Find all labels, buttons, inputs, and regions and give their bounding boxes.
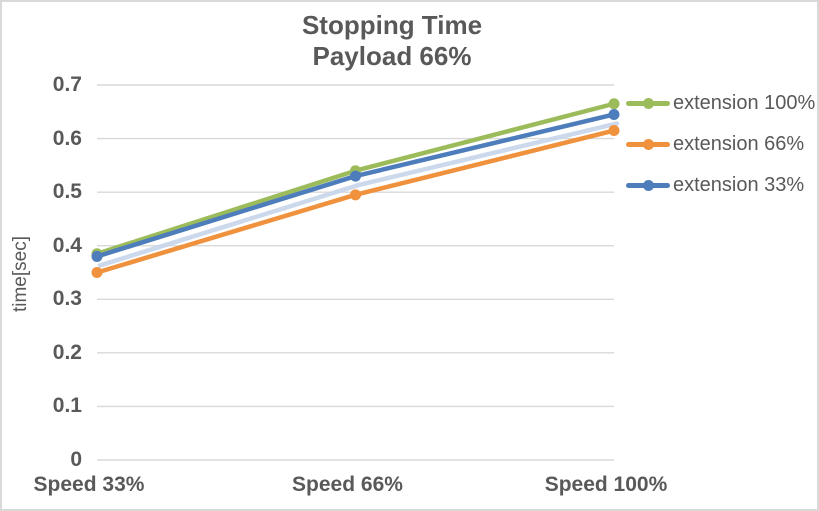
series-shadow bbox=[97, 121, 620, 268]
data-point-marker bbox=[350, 170, 361, 182]
y-tick-label: 0.5 bbox=[52, 180, 82, 204]
data-point-marker bbox=[91, 250, 103, 262]
legend-item-extension-33: extension 33% bbox=[626, 171, 804, 199]
plot-svg bbox=[91, 84, 620, 461]
legend-label: extension 33% bbox=[673, 173, 805, 196]
y-tick-label: 0 bbox=[70, 448, 82, 471]
data-point-marker bbox=[91, 267, 103, 278]
chart-title: Stopping Time Payload 66% bbox=[2, 10, 782, 72]
y-tick-label: 0.6 bbox=[52, 126, 82, 150]
legend-line-marker-icon bbox=[626, 130, 670, 158]
y-tick-label: 0.2 bbox=[52, 340, 82, 364]
data-point-marker bbox=[608, 98, 620, 110]
chart-title-line2: Payload 66% bbox=[312, 41, 472, 71]
chart-title-line1: Stopping Time bbox=[301, 10, 483, 40]
legend-item-extension-66: extension 66% bbox=[626, 130, 804, 158]
plot-area bbox=[91, 84, 620, 461]
x-tick-label: Speed 100% bbox=[544, 473, 668, 496]
legend-item-extension-100: extension 100% bbox=[626, 89, 815, 117]
x-tick-label: Speed 66% bbox=[292, 473, 403, 496]
data-point-marker bbox=[350, 189, 361, 201]
y-tick-label: 0.4 bbox=[52, 233, 82, 257]
legend-line-marker-icon bbox=[626, 89, 670, 117]
data-point-marker bbox=[608, 108, 620, 120]
legend-line-marker-icon bbox=[626, 171, 670, 199]
y-tick-label: 0.7 bbox=[52, 73, 82, 96]
legend-label: extension 66% bbox=[673, 132, 805, 155]
series-line bbox=[94, 128, 617, 275]
legend-label: extension 100% bbox=[673, 91, 816, 114]
y-tick-label: 0.1 bbox=[52, 394, 82, 418]
y-tick-label: 0.3 bbox=[52, 287, 82, 311]
data-point-marker bbox=[608, 125, 620, 137]
x-tick-label: Speed 33% bbox=[33, 473, 145, 496]
